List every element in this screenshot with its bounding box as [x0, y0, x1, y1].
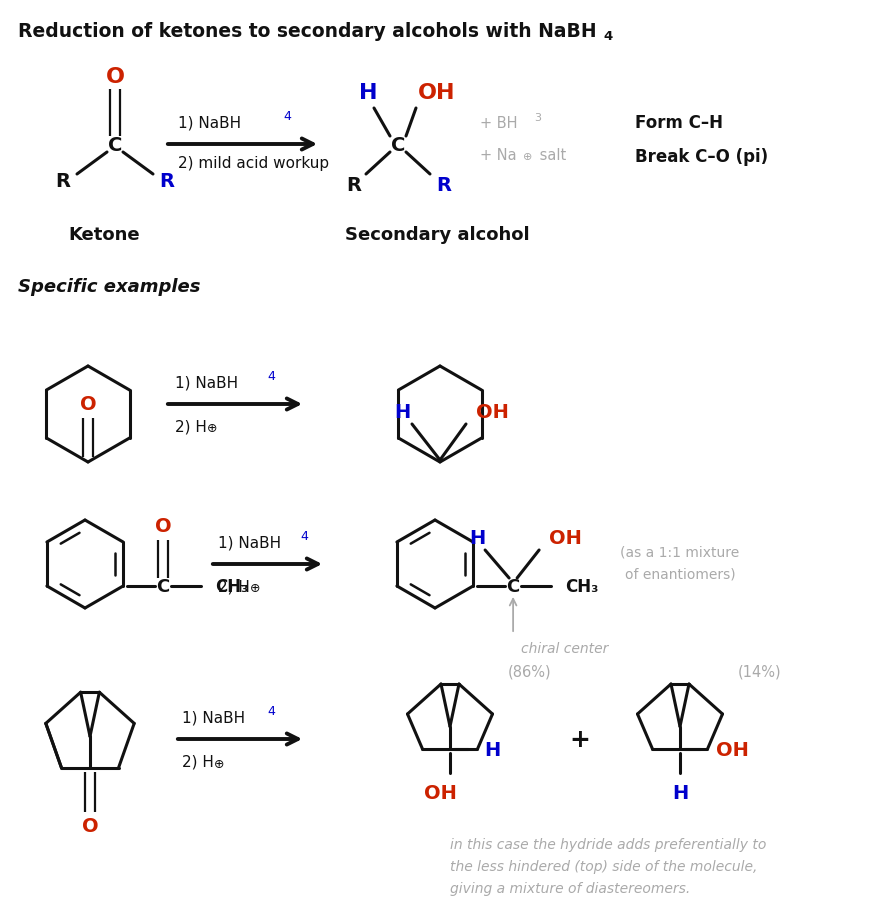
- Text: 1) NaBH: 1) NaBH: [175, 375, 238, 390]
- Text: Ketone: Ketone: [68, 226, 139, 244]
- Text: H: H: [672, 783, 689, 802]
- Text: 4: 4: [300, 529, 307, 542]
- Text: the less hindered (top) side of the molecule,: the less hindered (top) side of the mole…: [450, 859, 758, 873]
- Text: H: H: [484, 740, 501, 759]
- Text: 3: 3: [534, 113, 541, 123]
- Text: 1) NaBH: 1) NaBH: [182, 709, 245, 725]
- Text: (as a 1:1 mixture: (as a 1:1 mixture: [620, 545, 739, 560]
- Text: 4: 4: [603, 30, 612, 43]
- Text: H: H: [394, 403, 410, 422]
- Text: 4: 4: [267, 704, 275, 717]
- Text: C: C: [157, 577, 170, 596]
- Text: ⊕: ⊕: [523, 152, 533, 162]
- Text: OH: OH: [476, 403, 509, 422]
- Text: of enantiomers): of enantiomers): [625, 567, 735, 582]
- Text: H: H: [469, 529, 485, 548]
- Text: giving a mixture of diastereomers.: giving a mixture of diastereomers.: [450, 881, 690, 895]
- Text: chiral center: chiral center: [521, 641, 609, 655]
- Text: O: O: [80, 395, 96, 414]
- Text: R: R: [55, 171, 70, 190]
- Text: 1) NaBH: 1) NaBH: [178, 116, 241, 130]
- Text: 2) H: 2) H: [175, 419, 207, 434]
- Text: ⊕: ⊕: [214, 756, 224, 770]
- Text: OH: OH: [549, 529, 582, 548]
- Text: 4: 4: [283, 110, 291, 123]
- Text: Specific examples: Specific examples: [18, 278, 201, 296]
- Text: 4: 4: [267, 369, 275, 382]
- Text: OH: OH: [716, 740, 749, 759]
- Text: R: R: [159, 171, 174, 190]
- Text: 2) H: 2) H: [218, 579, 250, 594]
- Text: Secondary alcohol: Secondary alcohol: [345, 226, 530, 244]
- Text: ⊕: ⊕: [207, 422, 217, 435]
- Text: 1) NaBH: 1) NaBH: [218, 535, 281, 550]
- Text: O: O: [155, 516, 172, 536]
- Text: 2) mild acid workup: 2) mild acid workup: [178, 155, 329, 170]
- Text: OH: OH: [424, 783, 456, 802]
- Text: Form C–H: Form C–H: [635, 114, 723, 131]
- Text: in this case the hydride adds preferentially to: in this case the hydride adds preferenti…: [450, 837, 766, 851]
- Text: ⊕: ⊕: [250, 582, 260, 595]
- Text: Reduction of ketones to secondary alcohols with NaBH: Reduction of ketones to secondary alcoho…: [18, 22, 597, 41]
- Text: Break C–O (pi): Break C–O (pi): [635, 148, 768, 165]
- Text: salt: salt: [535, 147, 566, 163]
- Text: C: C: [108, 135, 122, 154]
- Text: CH₃: CH₃: [565, 577, 598, 596]
- Text: R: R: [436, 176, 451, 194]
- Text: 2) H: 2) H: [182, 754, 214, 768]
- Text: O: O: [105, 67, 124, 87]
- Text: +: +: [569, 727, 590, 751]
- Text: + BH: + BH: [480, 116, 518, 130]
- Text: + Na: + Na: [480, 147, 517, 163]
- Text: C: C: [506, 577, 519, 596]
- Text: (86%): (86%): [508, 664, 552, 679]
- Text: C: C: [391, 135, 406, 154]
- Text: (14%): (14%): [738, 664, 781, 679]
- Text: OH: OH: [418, 83, 456, 103]
- Text: CH₃: CH₃: [215, 577, 249, 596]
- Text: H: H: [359, 83, 378, 103]
- Text: R: R: [347, 176, 362, 194]
- Text: O: O: [81, 816, 98, 835]
